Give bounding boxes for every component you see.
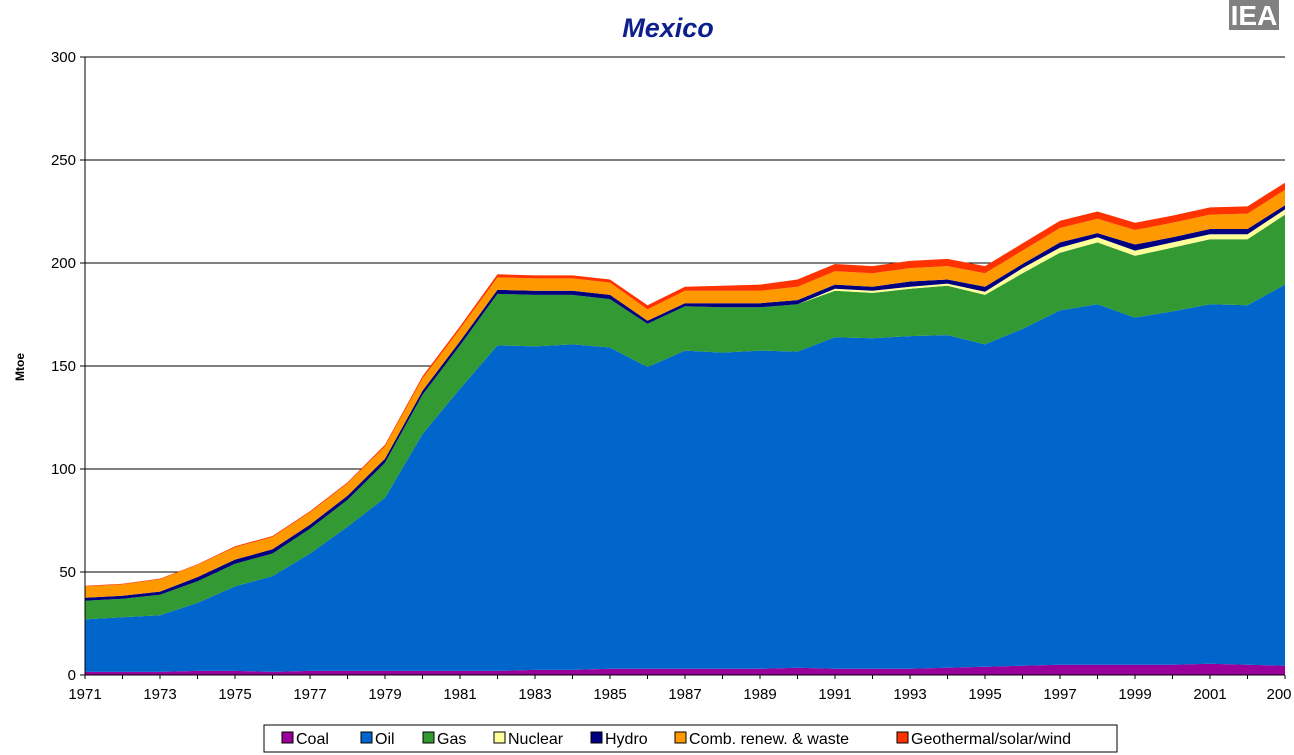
legend-swatch-nuclear [493,731,506,744]
area-geothermal-solar-wind [85,182,1285,587]
x-tick-label: 1971 [68,686,101,703]
x-tick-label: 1975 [218,686,251,703]
x-axis: 1971 1973 1975 1977 1979 1981 1983 1985 1987 1989… [68,674,1292,703]
x-tick-label: 1977 [293,686,326,703]
area-nuclear [85,209,1285,601]
legend-label-gas: Gas [437,731,466,748]
x-tick-label: 1989 [743,686,776,703]
x-tick-label: 1983 [518,686,551,703]
legend-swatch-gas [422,731,435,744]
y-axis-label: Mtoe [13,353,27,381]
legend-swatch-oil [360,731,373,744]
legend-label-oil: Oil [375,731,395,748]
iea-logo-text: IEA [1231,0,1278,31]
area-comb-renew-waste [85,189,1285,598]
y-tick-label: 200 [51,255,76,272]
x-tick-label: 1997 [1043,686,1076,703]
legend-box [263,724,1118,753]
area-layers [85,182,1285,675]
legend-label-coal: Coal [296,731,329,748]
legend-label-nuclear: Nuclear [508,731,564,748]
x-tick-label: 1973 [143,686,176,703]
y-axis: 0 50 100 150 200 250 300 [51,49,86,684]
area-oil [85,284,1285,672]
area-gas [85,214,1285,620]
iea-logo: IEA [1229,0,1279,31]
legend-label-comb-renew-waste: Comb. renew. & waste [689,731,849,748]
x-tick-label: 1985 [593,686,626,703]
y-tick-label: 0 [68,667,76,684]
x-tick-label: 1995 [968,686,1001,703]
x-tick-label: 1987 [668,686,701,703]
area-coal [85,663,1285,675]
legend-swatch-geothermal-solar-wind [896,731,909,744]
x-tick-label: 200 [1266,686,1291,703]
x-tick-label: 1981 [443,686,476,703]
iea-logo-box [1229,0,1279,30]
x-tick-label: 1993 [893,686,926,703]
legend-swatch-hydro [590,731,603,744]
y-tick-label: 150 [51,358,76,375]
y-tick-label: 100 [51,461,76,478]
legend: Coal Oil Gas Nuclear Hydro Comb. renew. & was… [263,724,1118,753]
legend-swatch-comb-renew-waste [674,731,687,744]
chart-title: Mexico [622,13,714,43]
y-tick-label: 250 [51,152,76,169]
legend-swatch-coal [281,731,294,744]
legend-label-hydro: Hydro [605,731,648,748]
x-tick-label: 2001 [1193,686,1226,703]
x-tick-label: 1979 [368,686,401,703]
x-tick-label: 1991 [818,686,851,703]
x-tick-label: 1999 [1118,686,1151,703]
y-tick-label: 300 [51,49,76,66]
y-tick-label: 50 [59,564,76,581]
legend-label-geothermal-solar-wind: Geothermal/solar/wind [911,731,1071,748]
